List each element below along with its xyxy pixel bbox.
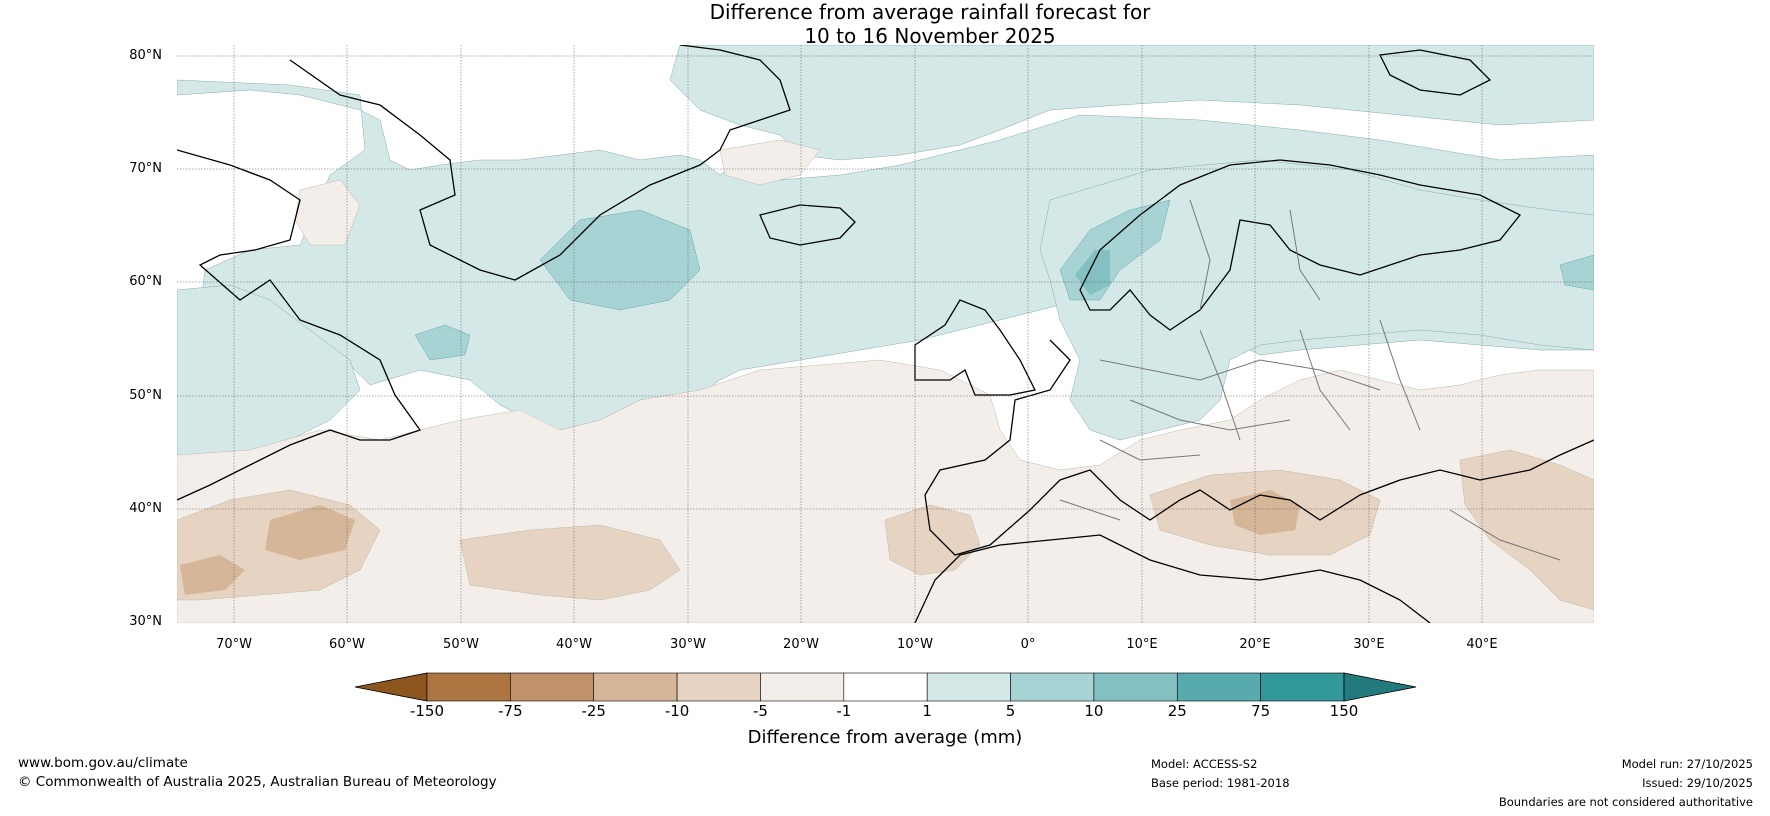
colorbar-segment	[1260, 672, 1345, 702]
lon-label-0: 0°	[1020, 637, 1036, 652]
colorbar-tick-label: 1	[922, 702, 932, 720]
colorbar-tick-label: -75	[498, 702, 523, 720]
map-title: Difference from average rainfall forecas…	[0, 0, 1770, 48]
wet-region-europe	[1039, 159, 1594, 441]
title-line-2: 10 to 16 November 2025	[804, 24, 1056, 48]
colorbar-segment	[593, 672, 678, 702]
wet-spot-east	[1559, 254, 1594, 291]
lat-label-40n: 40°N	[129, 501, 162, 516]
colorbar-tick-label: -25	[581, 702, 606, 720]
colorbar-extend-high	[1343, 672, 1417, 702]
footer-issued: Issued: 29/10/2025	[1642, 776, 1753, 790]
colorbar-tick-label: 25	[1167, 702, 1187, 720]
colorbar-segment	[1010, 672, 1095, 702]
lon-label-30e: 30°E	[1353, 637, 1385, 652]
dry-core-mid-atlantic	[459, 524, 681, 601]
lon-label-20e: 20°E	[1239, 637, 1271, 652]
colorbar-segment	[926, 672, 1011, 702]
colorbar-label: Difference from average (mm)	[747, 727, 1023, 748]
lat-label-60n: 60°N	[129, 274, 162, 289]
colorbar-tick-label: -150	[409, 702, 445, 720]
footer-disclaimer: Boundaries are not considered authoritat…	[1498, 795, 1753, 809]
dry-core-west-atlantic-inner	[265, 505, 355, 560]
africa-coast	[914, 534, 1431, 623]
lat-label-30n: 30°N	[129, 614, 162, 629]
colorbar-tick-label: -1	[836, 702, 852, 720]
dry-core-iberia	[884, 504, 981, 576]
footer-base-period: Base period: 1981-2018	[1151, 776, 1290, 790]
colorbar-tick-label: -10	[664, 702, 690, 720]
dry-core-west-atlantic-2	[180, 555, 245, 595]
dry-patch-central-atlantic	[719, 139, 821, 186]
lon-label-20w: 20°W	[783, 637, 819, 652]
colorbar-extend-low	[354, 672, 428, 702]
greenland-coast	[289, 45, 791, 281]
lon-label-10e: 10°E	[1126, 637, 1158, 652]
colorbar-tick-label: 75	[1251, 702, 1271, 720]
iceland-coast	[759, 204, 856, 246]
colorbar-tick-label: 150	[1329, 702, 1359, 720]
svalbard-coast	[1379, 49, 1492, 96]
colorbar	[354, 672, 1417, 702]
colorbar-segment	[676, 672, 761, 702]
title-line-1: Difference from average rainfall forecas…	[709, 0, 1151, 24]
europe-coast	[924, 339, 1594, 556]
lon-label-30w: 30°W	[670, 637, 706, 652]
colorbar-segment	[1093, 672, 1178, 702]
colorbar-segment	[426, 672, 511, 702]
footer-model: Model: ACCESS-S2	[1151, 757, 1258, 771]
colorbar-tick-label: -5	[752, 702, 768, 720]
north-america-coast	[177, 149, 422, 501]
lat-label-50n: 50°N	[129, 388, 162, 403]
graticule	[177, 45, 1594, 623]
colorbar-tick-label: 5	[1005, 702, 1016, 720]
country-borders	[1059, 199, 1561, 561]
lon-label-60w: 60°W	[329, 637, 365, 652]
colorbar-segment	[1176, 672, 1261, 702]
colorbar-segment	[843, 672, 928, 702]
lon-label-40w: 40°W	[556, 637, 592, 652]
lon-label-10w: 10°W	[897, 637, 933, 652]
colorbar-segment	[760, 672, 845, 702]
lat-label-80n: 80°N	[129, 48, 162, 63]
footer-copyright: © Commonwealth of Australia 2025, Austra…	[18, 774, 497, 790]
lat-label-70n: 70°N	[129, 161, 162, 176]
footer-model-run: Model run: 27/10/2025	[1621, 757, 1753, 771]
colorbar-tick-label: 10	[1084, 702, 1104, 720]
colorbar-segment	[510, 672, 595, 702]
lon-label-40e: 40°E	[1466, 637, 1498, 652]
wet-region-arctic	[669, 45, 1594, 161]
dry-core-east	[1459, 449, 1594, 611]
lon-label-70w: 70°W	[216, 637, 252, 652]
lon-label-50w: 50°W	[443, 637, 479, 652]
uk-ireland-coast	[914, 299, 1036, 396]
wet-spot-atlantic	[414, 324, 471, 361]
footer-website[interactable]: www.bom.gov.au/climate	[18, 755, 188, 771]
